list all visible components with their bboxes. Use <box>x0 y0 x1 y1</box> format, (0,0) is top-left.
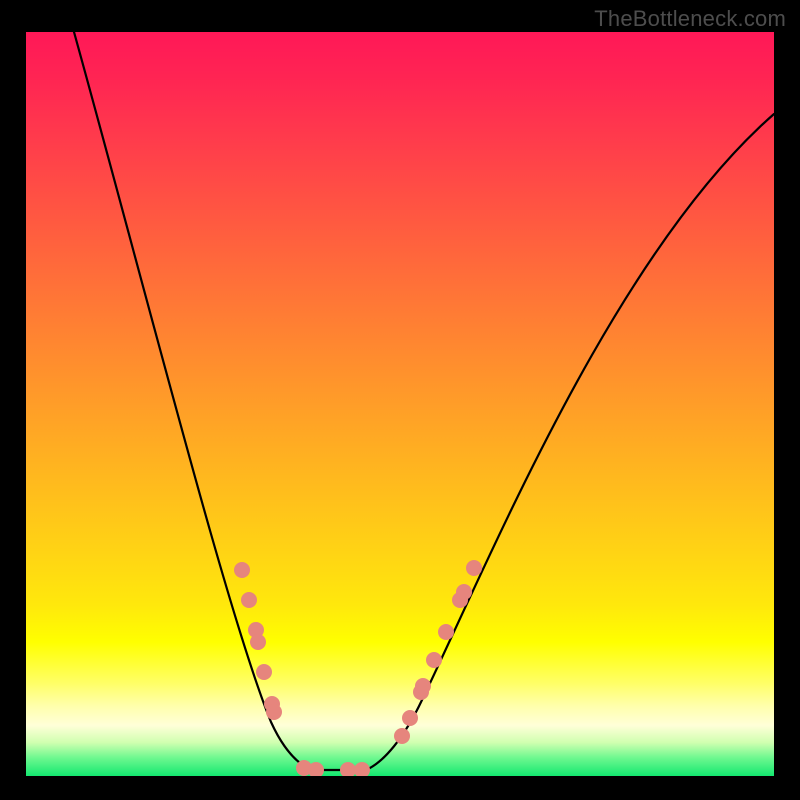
marker-dot <box>426 652 442 668</box>
marker-dot <box>394 728 410 744</box>
plot-area <box>26 32 774 776</box>
marker-dot <box>256 664 272 680</box>
marker-dot <box>250 634 266 650</box>
marker-dot <box>234 562 250 578</box>
marker-dot <box>466 560 482 576</box>
marker-dot <box>415 678 431 694</box>
marker-dot <box>402 710 418 726</box>
gradient-background <box>26 32 774 776</box>
marker-dot <box>438 624 454 640</box>
marker-dot <box>266 704 282 720</box>
bottleneck-chart <box>26 32 774 776</box>
watermark-text: TheBottleneck.com <box>594 6 786 32</box>
figure-root: TheBottleneck.com <box>0 0 800 800</box>
marker-dot <box>456 584 472 600</box>
marker-dot <box>241 592 257 608</box>
